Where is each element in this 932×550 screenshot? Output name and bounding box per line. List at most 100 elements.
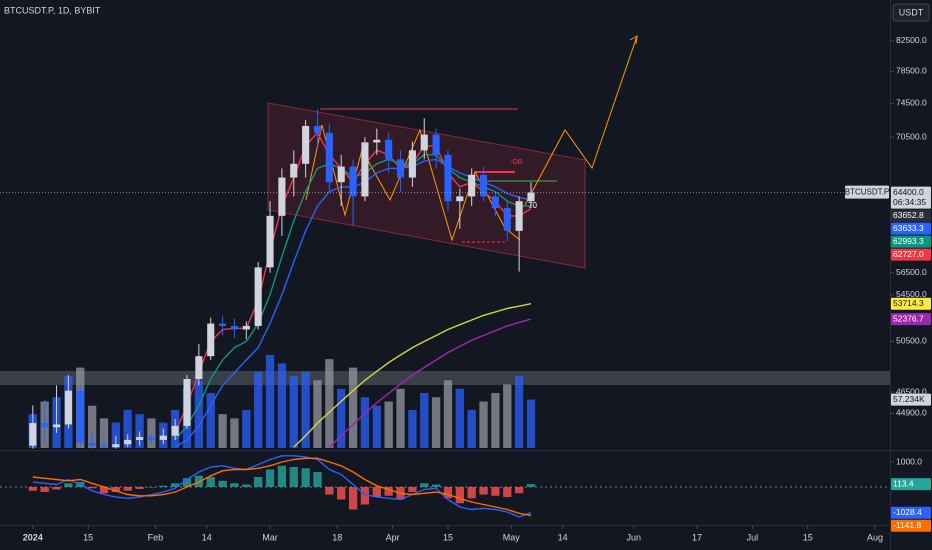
candle-body	[136, 437, 144, 440]
macd-bar	[254, 477, 263, 487]
price-tag	[891, 209, 931, 222]
candle-body	[420, 134, 428, 151]
volume-bar	[360, 397, 370, 448]
candle-body	[503, 208, 511, 231]
volume-bar	[372, 405, 381, 448]
price-tag-label: 63652.8	[893, 210, 924, 220]
y-tick-label: 82500.0	[896, 35, 927, 45]
x-tick-label: 18	[332, 532, 342, 542]
candle-body	[242, 325, 250, 330]
x-tick-label: May	[503, 532, 521, 542]
volume-bar	[467, 409, 476, 448]
volume-bar	[254, 371, 263, 448]
volume-bar	[111, 422, 120, 448]
volume-bar	[396, 388, 405, 448]
price-tag-label: -1141.8	[893, 520, 921, 530]
volume-bar	[384, 401, 393, 448]
price-tag	[891, 506, 931, 519]
candle-body	[349, 166, 357, 197]
candle-body	[183, 378, 191, 426]
macd-bar	[99, 487, 109, 494]
candle-body	[100, 445, 108, 448]
volume-bar	[230, 418, 239, 448]
macd-bar	[313, 472, 322, 487]
macd-bar	[159, 485, 168, 487]
macd-bar	[28, 487, 37, 491]
macd-bar	[171, 483, 180, 487]
price-tag-label: -1028.4	[893, 507, 922, 517]
price-tag	[891, 186, 931, 209]
price-tag-label: 63633.3	[893, 223, 924, 233]
x-tick-label: 15	[443, 532, 453, 542]
volume-bar	[420, 393, 429, 448]
candle-body	[88, 442, 96, 446]
plot: 82500.0 78500.0 74500.0 70500.0 56500.0 54500…	[0, 35, 931, 542]
macd-bar	[384, 487, 393, 496]
price-tag	[891, 235, 931, 248]
x-tick-label: Aug	[867, 532, 883, 542]
price-tag-sublabel: 06:34:35	[893, 197, 926, 207]
currency-button[interactable]	[892, 3, 930, 22]
candle-body	[76, 390, 84, 443]
candle-body	[325, 132, 333, 183]
macd-bar	[372, 487, 381, 497]
volume-bar	[491, 393, 500, 448]
volume-bar	[135, 414, 144, 448]
macd-bar	[514, 487, 524, 494]
candle-body	[302, 125, 310, 164]
y-tick-label: 74500.0	[896, 98, 927, 108]
x-tick-label: 15	[83, 532, 93, 542]
candle-body	[278, 177, 286, 216]
price-tag	[891, 297, 931, 310]
macd-bar	[526, 484, 536, 487]
macd-bar	[147, 487, 156, 488]
candle-body	[112, 444, 120, 448]
currency-button-label[interactable]: USDT	[899, 7, 924, 17]
volume-bar	[265, 354, 275, 448]
annotation: 70	[528, 201, 537, 210]
volume-bar	[337, 388, 346, 448]
volume-bar	[325, 359, 334, 448]
price-tag	[891, 478, 931, 491]
candle-body	[373, 139, 381, 143]
price-tag	[891, 313, 931, 326]
candle-body	[147, 437, 155, 440]
candle-body	[195, 356, 203, 379]
volume-bar	[277, 363, 287, 448]
y-tick-label: 78500.0	[896, 66, 927, 76]
candle-body	[266, 215, 274, 268]
macd-bar	[135, 487, 144, 489]
candle-body	[290, 163, 298, 178]
macd-bar	[503, 487, 512, 497]
candle-body	[444, 154, 452, 202]
macd-bar	[301, 468, 310, 487]
y-tick-label: 70500.0	[896, 131, 927, 141]
price-tag	[891, 222, 931, 235]
volume-bar	[313, 380, 322, 448]
macd-bar	[123, 487, 132, 491]
price-tag-label: 64400.0	[893, 187, 924, 197]
macd-bar	[218, 480, 227, 487]
macd-bar	[455, 487, 464, 504]
candle-body	[313, 125, 322, 133]
y-tick-label: 1000.0	[896, 456, 922, 466]
candle-body	[527, 192, 535, 202]
volume-bar	[455, 388, 464, 448]
macd-bar	[40, 487, 49, 492]
zone-band	[0, 371, 890, 385]
volume-bar	[348, 367, 358, 448]
x-tick-label: 14	[202, 532, 212, 542]
macd-bar	[265, 469, 275, 487]
x-tick-label: 2024	[23, 532, 43, 542]
macd-bar	[325, 487, 334, 495]
x-tick-label: Feb	[148, 532, 164, 542]
macd-bar	[360, 487, 370, 505]
projection-path	[524, 35, 638, 206]
macd-bar	[111, 487, 120, 492]
candle-body	[219, 323, 227, 326]
volume-bar	[479, 401, 488, 448]
macd-bar	[491, 487, 500, 496]
price-tag	[891, 519, 931, 532]
candle-body	[124, 439, 132, 445]
